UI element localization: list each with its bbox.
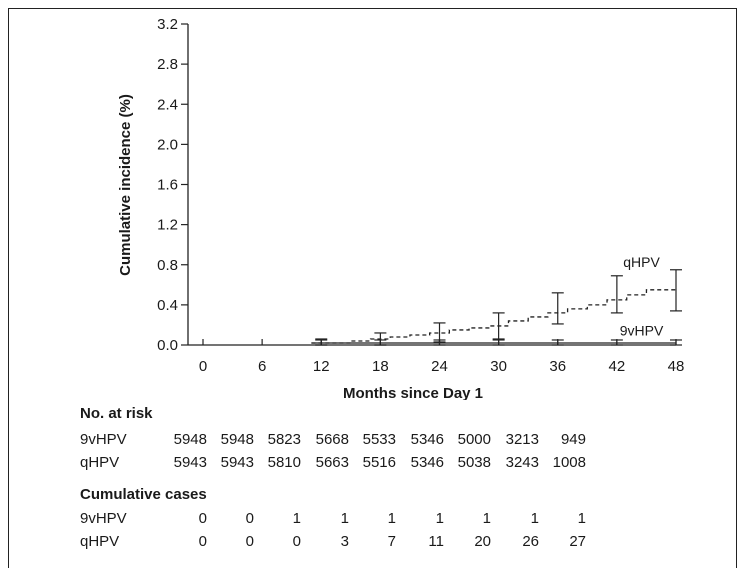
x-tick-label: 36 [549,358,566,375]
errorbar-qhpv [610,275,623,314]
cases-cell: 7 [387,533,396,550]
risk-cell: 5533 [362,431,396,448]
risk-row-label: qHPV [80,454,120,471]
series-label-9vhpv: 9vHPV [620,322,664,338]
y-tick-label: 2.0 [157,136,178,153]
cases-cell: 1 [577,510,586,527]
cases-row-label: 9vHPV [80,510,127,527]
cases-cell: 0 [292,533,301,550]
risk-cell: 5346 [410,431,444,448]
cases-cell: 0 [198,510,207,527]
cases-cell: 1 [530,510,539,527]
errorbar-9vhpv [374,339,387,346]
y-tick-label: 1.2 [157,217,178,234]
x-tick-label: 0 [199,358,207,375]
y-tick-label: 0.0 [157,337,178,354]
risk-cell: 5948 [220,431,254,448]
risk-cell: 5516 [362,454,396,471]
risk-table-heading: No. at risk [80,405,153,422]
errorbar-9vhpv [670,339,682,346]
risk-cell: 5943 [173,454,207,471]
y-tick-label: 3.2 [157,16,178,33]
errorbar-qhpv [492,312,505,340]
y-tick-label: 1.6 [157,177,178,194]
cases-cell: 1 [387,510,396,527]
y-tick-label: 0.4 [157,297,178,314]
x-tick-label: 42 [609,358,626,375]
risk-cell: 1008 [552,454,586,471]
risk-cell: 3213 [505,431,539,448]
x-tick-label: 12 [313,358,330,375]
y-tick-label: 0.8 [157,257,178,274]
y-tick-label: 2.8 [157,56,178,73]
risk-cell: 5346 [410,454,444,471]
x-tick-label: 6 [258,358,266,375]
risk-cell: 5000 [457,431,491,448]
x-tick-label: 24 [431,358,448,375]
x-axis-title: Months since Day 1 [343,385,483,400]
cases-row-label: qHPV [80,533,120,550]
series-line-qhpv [311,287,677,344]
risk-cell: 3243 [505,454,539,471]
cases-cell: 3 [340,533,349,550]
x-tick-label: 48 [668,358,685,375]
cases-cell: 1 [435,510,444,527]
errorbar-9vhpv [551,339,564,346]
y-tick-label: 2.4 [157,96,178,113]
risk-row-label: 9vHPV [80,431,127,448]
cases-cell: 27 [569,533,586,550]
cases-cell: 1 [340,510,349,527]
cases-cell: 0 [245,533,254,550]
errorbar-qhpv [551,292,564,325]
risk-cell: 5810 [267,454,301,471]
series-label-qhpv: qHPV [623,254,660,270]
cases-table-heading: Cumulative cases [80,486,207,503]
x-tick-label: 18 [372,358,389,375]
cases-cell: 0 [245,510,254,527]
plot-area: qHPV 9vHPV [311,254,682,346]
axes: 0.0 0.4 0.8 1.2 1.6 2.0 2.4 2.8 3.2 0 6 12 18 24 30 36 4… [157,16,684,375]
errorbar-9vhpv [492,339,505,346]
incidence-chart: 0.0 0.4 0.8 1.2 1.6 2.0 2.4 2.8 3.2 0 6 12 18 24 30 36 4… [117,16,684,400]
errorbar-9vhpv [315,339,328,346]
errorbar-qhpv [670,269,682,312]
risk-cell: 5668 [315,431,349,448]
cases-cell: 11 [428,533,444,550]
cases-cell: 1 [292,510,301,527]
risk-cell: 5038 [457,454,491,471]
risk-cell: 5663 [315,454,349,471]
figure-frame [8,8,737,568]
risk-cell: 949 [560,431,586,448]
risk-cell: 5943 [220,454,254,471]
risk-cell: 5948 [173,431,207,448]
y-axis-title: Cumulative incidence (%) [117,94,134,276]
cases-cell: 1 [482,510,491,527]
cases-cell: 26 [522,533,539,550]
cases-cell: 20 [474,533,491,550]
x-tick-label: 30 [490,358,507,375]
risk-cell: 5823 [267,431,301,448]
cases-cell: 0 [198,533,207,550]
errorbar-9vhpv [433,339,446,346]
errorbar-9vhpv [610,339,623,346]
